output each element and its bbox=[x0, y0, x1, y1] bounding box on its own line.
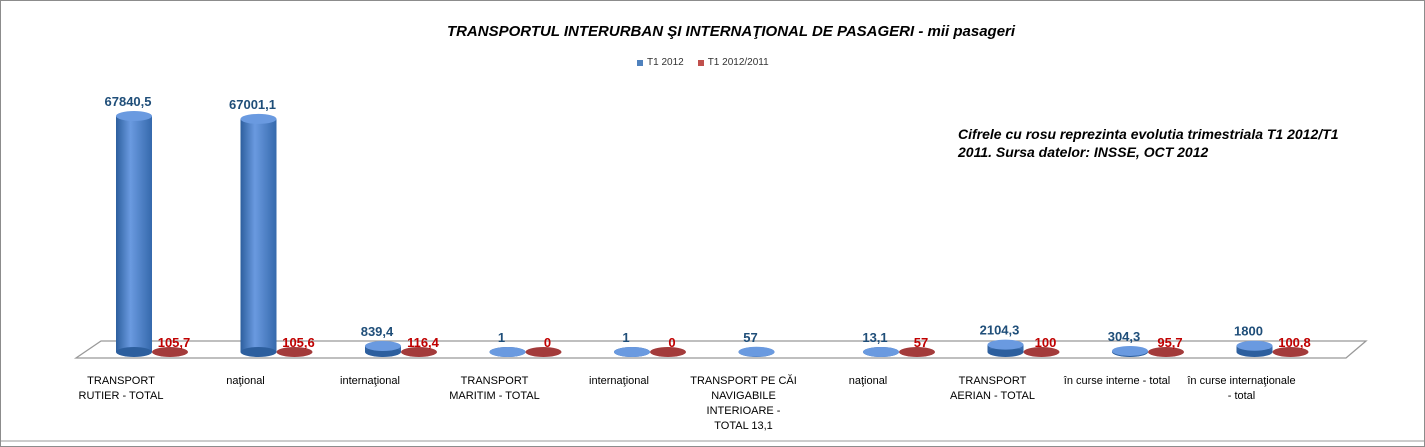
data-label: 839,4 bbox=[361, 324, 394, 339]
bar-ratio bbox=[276, 347, 313, 357]
data-label: 57 bbox=[914, 335, 928, 350]
category-label: TRANSPORT AERIAN - TOTAL bbox=[950, 375, 1035, 402]
data-label: 57 bbox=[743, 330, 757, 345]
bar-top bbox=[614, 346, 650, 357]
bar-top bbox=[863, 346, 899, 357]
bar-top bbox=[738, 346, 775, 357]
data-label: 95,7 bbox=[1157, 335, 1182, 350]
data-label: 0 bbox=[668, 335, 675, 350]
data-label: 105,7 bbox=[158, 335, 191, 350]
data-label: 116,4 bbox=[407, 335, 440, 350]
bar-top bbox=[116, 111, 152, 121]
bar-base bbox=[116, 347, 152, 357]
data-label: 1 bbox=[622, 330, 629, 345]
data-label: 100,8 bbox=[1278, 335, 1311, 350]
bar-ratio bbox=[1148, 347, 1184, 357]
data-label: 105,6 bbox=[282, 335, 315, 350]
bar-top bbox=[1112, 345, 1148, 356]
data-label: 100 bbox=[1035, 335, 1057, 350]
bar-ratio bbox=[1023, 347, 1060, 357]
bar-ratio bbox=[525, 347, 562, 357]
chart-title: TRANSPORTUL INTERURBAN ŞI INTERNAŢIONAL … bbox=[446, 23, 1016, 40]
data-label: 13,1 bbox=[862, 330, 887, 345]
bar-ratio bbox=[899, 347, 935, 357]
legend-label: T1 2012/2011 bbox=[707, 57, 769, 68]
legend-item-t1-2012: T1 2012 bbox=[637, 57, 684, 68]
bar-ratio bbox=[152, 347, 188, 357]
bar-top bbox=[365, 341, 401, 351]
legend-item-t1-2012-2011: T1 2012/2011 bbox=[697, 57, 769, 68]
bar-ratio bbox=[1272, 347, 1309, 357]
bar-ratio bbox=[401, 347, 437, 357]
bar-top bbox=[987, 339, 1024, 350]
data-label: 0 bbox=[544, 335, 551, 350]
data-label: 1800 bbox=[1234, 324, 1263, 339]
legend-swatch bbox=[637, 59, 643, 66]
category-label: naţional bbox=[848, 375, 888, 387]
data-label: 1 bbox=[498, 330, 505, 345]
legend-label: T1 2012 bbox=[647, 57, 684, 68]
data-label: 67840,5 bbox=[105, 94, 152, 109]
category-label: TRANSPORT RUTIER - TOTAL bbox=[78, 375, 164, 402]
data-label: 67001,1 bbox=[229, 97, 276, 112]
category-label: internaţional bbox=[340, 375, 400, 387]
bar-top bbox=[1236, 340, 1273, 351]
category-label: TRANSPORT PE CĂI NAVIGABILE INTERIOARE -… bbox=[690, 375, 797, 432]
bar-top bbox=[240, 113, 277, 124]
category-label: în curse interne - total bbox=[1063, 375, 1171, 387]
bar-base bbox=[987, 347, 1024, 357]
data-label: 304,3 bbox=[1108, 329, 1141, 344]
category-label: naţional bbox=[226, 375, 265, 387]
category-label: internaţional bbox=[589, 375, 649, 387]
legend: T1 2012 T1 2012/2011 bbox=[637, 57, 769, 68]
category-label: TRANSPORT MARITIM - TOTAL bbox=[449, 375, 540, 402]
bar-base bbox=[240, 347, 277, 357]
bar-ratio bbox=[650, 347, 686, 357]
bar-t1-2012 bbox=[240, 118, 277, 352]
annotation: Cifrele cu rosu reprezinta evolutia trim… bbox=[958, 126, 1339, 160]
bar-t1-2012 bbox=[116, 116, 152, 352]
data-label: 2104,3 bbox=[980, 323, 1020, 338]
bar-top bbox=[489, 346, 526, 357]
category-label: în curse internaţionale - total bbox=[1187, 375, 1296, 402]
legend-swatch bbox=[697, 59, 704, 66]
